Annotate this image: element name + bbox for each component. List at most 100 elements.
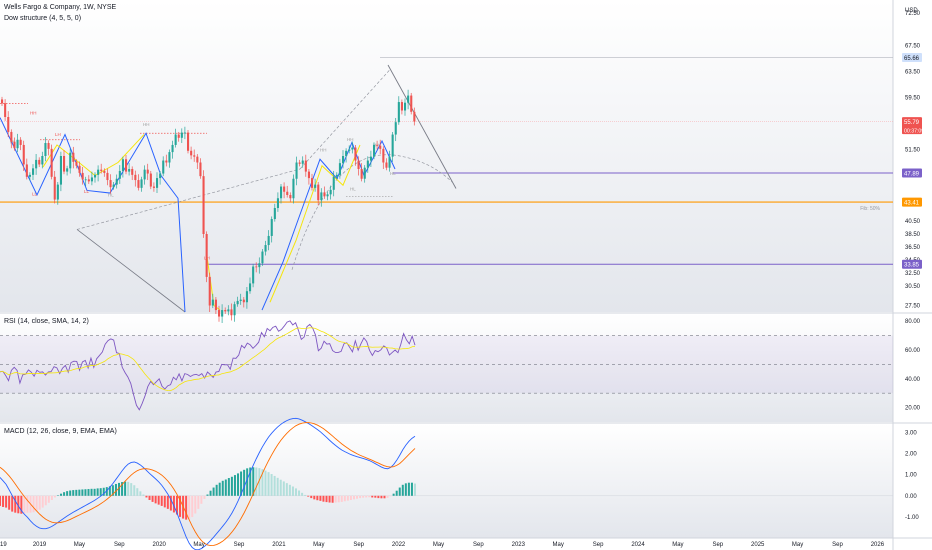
structure-label: HL	[350, 186, 356, 191]
candle-body	[41, 156, 44, 165]
candle-body	[109, 180, 112, 188]
macd-histogram-bar	[139, 491, 142, 496]
macd-histogram-bar	[53, 495, 56, 498]
zigzag-blue	[0, 117, 186, 313]
macd-histogram-bar	[331, 495, 334, 503]
price-tick-label: 38.50	[905, 232, 921, 238]
time-tick-label: May	[313, 542, 324, 548]
macd-legend[interactable]: MACD (12, 26, close, 9, EMA, EMA)	[4, 428, 117, 435]
macd-histogram-bar	[377, 495, 380, 499]
macd-histogram-bar	[386, 495, 389, 498]
macd-histogram-bar	[194, 495, 197, 514]
macd-histogram-bar	[127, 481, 130, 496]
macd-histogram-bar	[285, 483, 288, 496]
time-tick-label: May	[553, 542, 564, 548]
candle-body	[97, 169, 100, 175]
macd-histogram-bar	[307, 495, 310, 497]
macd-histogram-bar	[310, 495, 313, 499]
candle-body	[258, 263, 261, 268]
macd-histogram-bar	[148, 495, 151, 500]
macd-histogram-bar	[188, 495, 191, 520]
candle-body	[394, 122, 397, 135]
macd-histogram-bar	[133, 485, 136, 496]
candle-body	[413, 111, 416, 122]
macd-histogram-bar	[255, 467, 258, 496]
macd-histogram-bar	[301, 492, 304, 496]
candle-body	[90, 177, 93, 182]
macd-histogram-bar	[172, 495, 175, 513]
macd-histogram-bar	[160, 495, 163, 506]
candle-body	[239, 299, 242, 301]
candle-body	[326, 194, 329, 197]
zigzag-yellow	[42, 134, 145, 177]
macd-histogram-bar	[69, 490, 72, 496]
macd-histogram-bar	[237, 473, 240, 496]
candle-body	[53, 176, 56, 200]
macd-histogram-bar	[23, 495, 26, 514]
macd-histogram-bar	[166, 495, 169, 509]
candle-body	[329, 189, 332, 195]
indicator-legend-dow[interactable]: Dow structure (4, 5, 5, 0)	[4, 15, 82, 22]
candle-body	[137, 180, 140, 188]
macd-histogram-bar	[38, 495, 41, 510]
macd-histogram-bar	[20, 495, 23, 514]
macd-histogram-bar	[252, 467, 255, 496]
macd-histogram-bar	[218, 482, 221, 496]
candle-body	[63, 156, 66, 172]
candle-body	[273, 208, 276, 220]
candle-body	[143, 169, 146, 180]
macd-histogram-bar	[279, 479, 282, 496]
price-unit-label: USD	[905, 8, 918, 14]
macd-histogram-bar	[84, 489, 87, 496]
time-tick-label: 2022	[392, 542, 406, 548]
candle-body	[7, 117, 10, 132]
candle-body	[255, 266, 258, 268]
macd-tick-label: 2.00	[905, 452, 917, 458]
macd-histogram-bar	[35, 495, 38, 512]
candle-body	[214, 299, 217, 311]
structure-label: HL	[108, 192, 114, 197]
macd-histogram-bar	[352, 495, 355, 500]
macd-histogram-bar	[56, 495, 59, 496]
candle-body	[134, 174, 137, 181]
time-tick-label: 2019	[33, 542, 47, 548]
price-badge	[902, 168, 922, 178]
candle-body	[357, 160, 360, 169]
candle-body	[227, 309, 230, 312]
candle-body	[66, 168, 69, 172]
candle-body	[1, 99, 4, 104]
candle-body	[348, 149, 351, 151]
macd-histogram-bar	[294, 488, 297, 496]
candle-body	[307, 171, 310, 179]
macd-histogram-bar	[200, 495, 203, 504]
macd-histogram-bar	[230, 476, 233, 496]
candle-body	[218, 310, 221, 317]
macd-tick-label: -1.00	[905, 515, 919, 521]
time-tick-label: Sep	[712, 542, 723, 548]
macd-histogram-bar	[17, 495, 20, 514]
macd-histogram-bar	[365, 495, 368, 498]
candle-body	[280, 186, 283, 199]
candle-body	[180, 132, 183, 138]
macd-histogram-bar	[130, 483, 133, 496]
macd-histogram-bar	[410, 482, 413, 496]
candle-body	[128, 169, 131, 172]
macd-histogram-bar	[304, 494, 307, 496]
rsi-legend[interactable]: RSI (14, close, SMA, 14, 2)	[4, 318, 89, 325]
macd-histogram-bar	[151, 495, 154, 502]
candle-body	[87, 179, 90, 182]
candle-body	[304, 160, 307, 172]
price-tick-label: 67.50	[905, 44, 921, 50]
candle-body	[199, 162, 202, 177]
price-tick-label: 40.50	[905, 219, 921, 225]
candle-body	[301, 160, 304, 164]
trend-line-dashed	[299, 69, 391, 170]
macd-histogram-bar	[264, 470, 267, 496]
candle-body	[56, 184, 59, 200]
candle-body	[4, 103, 7, 117]
macd-histogram-bar	[78, 489, 81, 496]
price-badge-text: 47.89	[904, 171, 920, 177]
macd-histogram-bar	[81, 489, 84, 496]
time-tick-label: 2024	[631, 542, 645, 548]
